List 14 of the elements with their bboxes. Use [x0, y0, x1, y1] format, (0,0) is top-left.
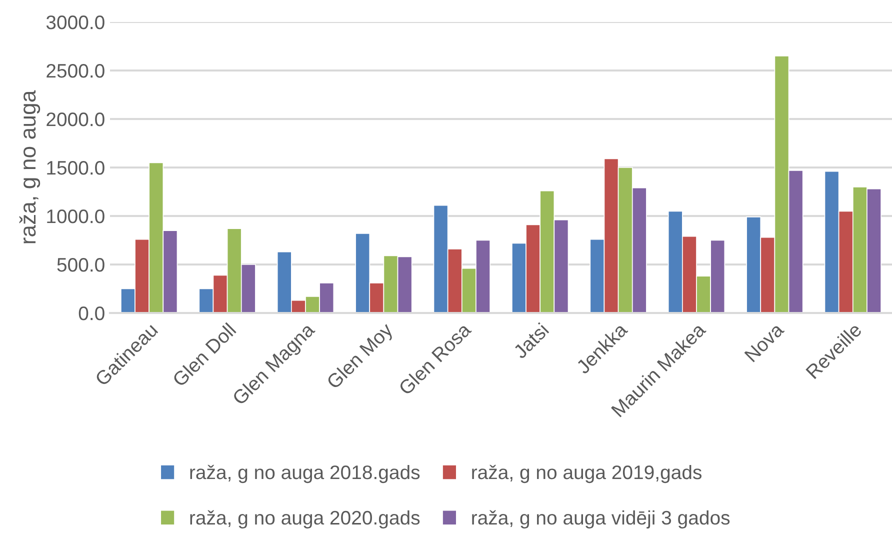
y-tick-label: 1000.0 [47, 209, 104, 224]
y-tick-label: 1500.0 [47, 160, 104, 175]
y-tick-label: 2000.0 [46, 112, 104, 126]
legend-label: raža, g no auga vidēji 3 gados [472, 510, 730, 528]
y-tick-label: 2500.0 [46, 64, 104, 78]
legend-label: raža, g no auga 2019,gads [472, 464, 702, 484]
x-tick-label: Glen Doll [171, 322, 236, 388]
x-tick-label: Glen Moy [326, 321, 396, 392]
legend-label: raža, g no auga 2020.gads [190, 510, 420, 528]
y-tick-label: 500.0 [57, 258, 104, 272]
y-axis-title: raža, g no auga [19, 90, 40, 244]
legend-label: raža, g no auga 2018.gads [190, 464, 420, 484]
y-tick-label: 0.0 [78, 306, 104, 320]
y-tick-label: 3000.0 [46, 15, 104, 30]
